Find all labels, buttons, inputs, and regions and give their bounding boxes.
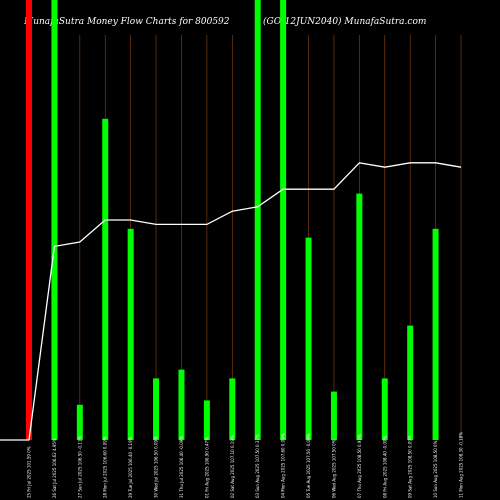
bar [407, 325, 414, 440]
bar [356, 193, 363, 440]
chart-subtitle: (GOI12JUN2040) MunafaSutra.com [263, 16, 426, 27]
x-tick-label: 27 Sun Jul 2025 106.50 -0.11% [77, 436, 82, 498]
x-tick-label: 29 Tue Jul 2025 106.40 -0.19% [128, 436, 133, 498]
x-tick-label: 11 Mon Aug 2025 108.30 -0.18% [459, 432, 464, 498]
x-tick-label: 26 Sat Jul 2025 106.62 4.95% [52, 438, 57, 498]
bar [229, 378, 236, 440]
x-tick-label: 02 Sat Aug 2025 107.10 0.19% [230, 435, 235, 498]
bar [178, 369, 185, 440]
x-tick-label: 04 Mon Aug 2025 107.60 0.09% [281, 433, 286, 498]
money-flow-line [0, 162, 462, 441]
x-tick-label: 30 Wed Jul 2025 106.50 0.09% [154, 436, 159, 498]
bar [127, 228, 134, 440]
chart-title: MunafaSutra Money Flow Charts for 800592 [23, 17, 230, 27]
x-tick-label: 10 Sun Aug 2025 108.50 0% [433, 440, 438, 498]
bar [153, 378, 160, 440]
x-tick-label: 31 Thu Jul 2025 106.40 -0.09% [179, 436, 184, 498]
x-tick-label: 03 Sun Aug 2025 107.50 0.37% [255, 434, 260, 498]
x-tick-label: 08 Fri Aug 2025 108.40 -0.09% [382, 435, 387, 498]
bar [330, 391, 337, 440]
bar [432, 228, 439, 440]
x-tick-label: 28 Mon Jul 2025 106.60 0.09% [103, 436, 108, 498]
bar [381, 378, 388, 440]
bar [254, 0, 261, 440]
bar-series [26, 0, 439, 441]
bar [280, 0, 287, 440]
bar [26, 0, 32, 440]
bar [305, 237, 312, 440]
bar [51, 0, 58, 440]
x-tick-label: 06 Wed Aug 2025 107.50 0% [331, 439, 336, 498]
bar [76, 404, 83, 440]
bar [102, 118, 109, 441]
x-tick-label: 07 Thu Aug 2025 108.50 0.93% [357, 434, 362, 498]
x-tick-label: 01 Fri Aug 2025 106.90 0.47% [204, 437, 209, 498]
x-tick-label: 09 Sat Aug 2025 108.50 0.09% [408, 435, 413, 498]
x-axis-tick-labels: 25 Fri Jul 2025 101.59 0% 26 Sat Jul 2025… [27, 432, 464, 498]
x-tick-label: 05 Tue Aug 2025 107.50 -0.09% [306, 433, 311, 498]
bar [203, 400, 210, 440]
x-tick-label: 25 Fri Jul 2025 101.59 0% [27, 446, 32, 498]
